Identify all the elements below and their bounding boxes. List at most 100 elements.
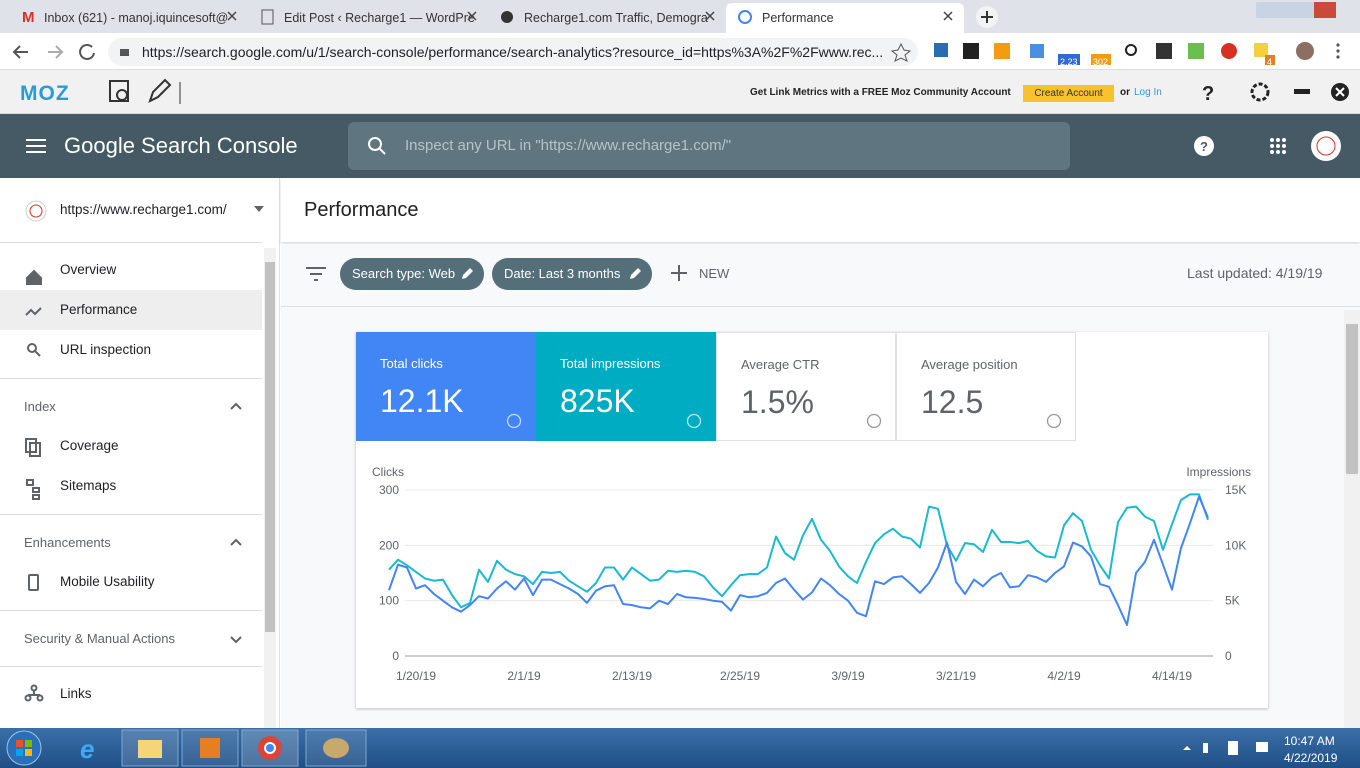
y-axis-title: Clicks [372, 465, 404, 479]
divider [0, 242, 262, 243]
url: https://search.google.com/u/1/search-con… [142, 44, 884, 60]
moz-tools [109, 78, 181, 104]
tab[interactable]: Edit Post ‹ Recharge1 — WordPre [248, 3, 485, 33]
x-tick-label: 2/25/19 [720, 669, 760, 683]
x-tick-label: 4/14/19 [1152, 669, 1192, 683]
clock-date: 4/22/2019 [1284, 751, 1338, 765]
metric-value: 1.5% [741, 384, 814, 420]
section-title: Index [24, 399, 56, 414]
filter-icon[interactable] [305, 266, 327, 282]
x-tick-label: 2/1/19 [507, 669, 541, 683]
metric-label: Total impressions [560, 356, 661, 371]
chip-edit-icons [462, 268, 641, 279]
svg-text:?: ? [1202, 83, 1214, 105]
property-selector[interactable]: https://www.recharge1.com/ [60, 202, 227, 217]
tab-title: Performance [762, 11, 834, 25]
chip-label: Search type: Web [352, 266, 456, 281]
badge: 4 [1267, 57, 1273, 67]
page-header [281, 178, 1360, 242]
moz-or: or [1120, 87, 1130, 98]
plus-icon [671, 265, 687, 281]
metric-card[interactable]: Average position 12.5 [896, 332, 1076, 441]
metric-card[interactable]: Total impressions 825K [536, 332, 716, 441]
y2-tick-label: 0 [1225, 649, 1232, 663]
series-line [388, 493, 1209, 609]
create-account-button[interactable]: Create Account [1023, 85, 1114, 102]
x-tick-label: 2/13/19 [612, 669, 652, 683]
metric-value: 825K [560, 383, 635, 419]
tab[interactable]: Recharge1.com Traffic, Demogra [488, 3, 725, 33]
divider [0, 666, 262, 667]
moz-promo: Get Link Metrics with a FREE Moz Communi… [750, 87, 1011, 98]
taskbar-icons: e [6, 729, 1268, 767]
last-updated: Last updated: 4/19/19 [1187, 265, 1323, 281]
filter-chip[interactable]: Date: Last 3 months [492, 258, 652, 290]
page-title: Performance [304, 199, 419, 221]
metric-label: Average CTR [741, 357, 820, 372]
x-tick-label: 4/2/19 [1047, 669, 1081, 683]
y-tick-label: 0 [392, 649, 399, 663]
y-tick-label: 200 [379, 538, 399, 552]
y2-tick-label: 5K [1225, 594, 1240, 608]
tab-title: Recharge1.com Traffic, Demogra [524, 11, 708, 25]
metric-card[interactable]: Total clicks 12.1K [356, 332, 536, 441]
metric-card[interactable]: Average CTR 1.5% [716, 332, 896, 441]
moz-logo: MOZ [20, 82, 70, 105]
header-actions: ? [1194, 131, 1341, 161]
y2-axis-title: Impressions [1186, 465, 1251, 479]
badge: 302 [1093, 57, 1109, 67]
help-icons [506, 413, 1062, 429]
nav-item[interactable]: Mobile Usability [60, 574, 155, 589]
badge: 2.23 [1060, 57, 1078, 67]
taskbar [0, 728, 1360, 768]
metric-value: 12.5 [921, 384, 984, 420]
toolbar-icons [12, 42, 1340, 65]
divider [281, 306, 1360, 307]
tab-title: Inbox (621) - manoj.iquincesoft@ [44, 11, 229, 25]
inspect-search[interactable] [348, 122, 1070, 170]
x-tick-label: 3/9/19 [831, 669, 865, 683]
scrollbar [1344, 310, 1360, 728]
y-tick-label: 300 [379, 483, 399, 497]
svg-text:?: ? [1200, 139, 1208, 154]
menu-button[interactable] [26, 138, 46, 154]
filter-chip[interactable]: Search type: Web [340, 258, 484, 290]
y-tick-label: 100 [379, 594, 399, 608]
nav-item[interactable]: Performance [0, 290, 262, 330]
svg-text:M: M [22, 9, 35, 26]
divider [0, 514, 262, 515]
omnibox[interactable] [108, 38, 918, 66]
svg-text:e: e [80, 734, 94, 764]
nav-item[interactable]: URL inspection [60, 342, 152, 357]
login-link[interactable]: Log In [1134, 87, 1162, 98]
tab[interactable]: Performance [726, 3, 964, 33]
divider [0, 378, 262, 379]
tab[interactable]: Inbox (621) - manoj.iquincesoft@ [8, 3, 245, 33]
metric-label: Total clicks [380, 356, 443, 371]
clock-time: 10:47 AM [1284, 734, 1335, 748]
performance-chart: Clicks Impressions 0 100 200 300 0 5K 10K 15K 1/20… [372, 465, 1251, 683]
sidebar [0, 178, 280, 728]
sidebar-icons [24, 248, 276, 728]
nav-item[interactable]: Coverage [60, 438, 119, 453]
tab-icons: M [22, 2, 1336, 28]
y2-tick-label: 10K [1225, 538, 1246, 552]
x-tick-label: 1/20/19 [396, 669, 436, 683]
moz-actions: ? [1202, 82, 1349, 105]
nav-item[interactable]: Links [60, 686, 92, 701]
nav-item[interactable]: Overview [60, 262, 117, 277]
chip-label: Date: Last 3 months [504, 266, 621, 281]
tab-title: Edit Post ‹ Recharge1 — WordPre [284, 11, 475, 25]
dropdown-arrow [254, 206, 264, 212]
section-title: Security & Manual Actions [24, 631, 176, 646]
divider [0, 610, 262, 611]
new-filter-button[interactable]: NEW [699, 266, 730, 281]
nav-item[interactable]: Sitemaps [60, 478, 117, 493]
x-tick-label: 3/21/19 [936, 669, 976, 683]
search-placeholder: Inspect any URL in "https://www.recharge… [405, 137, 732, 154]
metric-value: 12.1K [380, 383, 464, 419]
series-line [388, 495, 1209, 626]
search-icon [368, 137, 386, 155]
